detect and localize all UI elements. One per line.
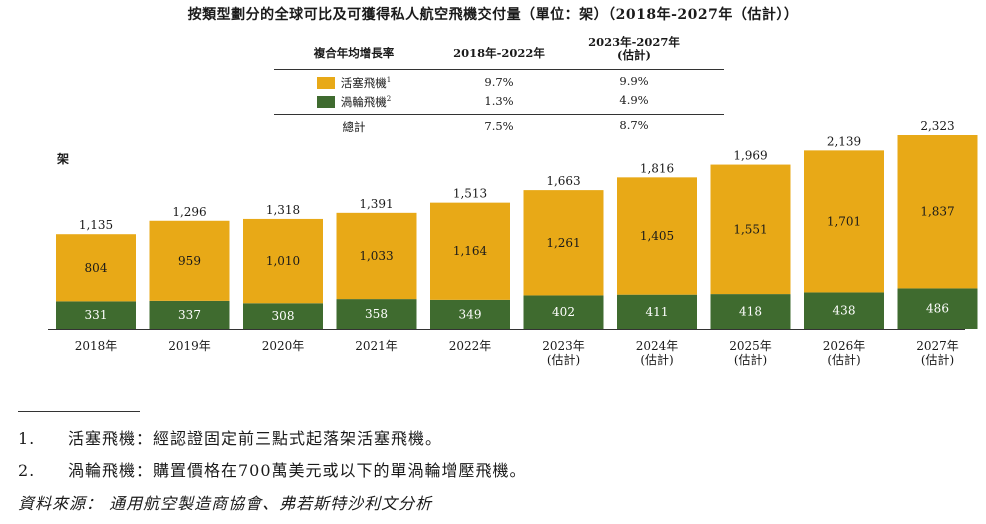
- x-tick-label: (估計): [734, 352, 767, 367]
- bar-piston-label: 1,164: [453, 244, 488, 258]
- cagr-row-piston: 活塞飛機1 9.7% 9.9%: [274, 75, 724, 93]
- x-tick-label: (估計): [640, 352, 673, 367]
- cagr-row-p2: 9.9%: [619, 74, 649, 88]
- bar-total-label: 1,296: [172, 205, 206, 219]
- cagr-row-label: 活塞飛機1: [274, 75, 434, 91]
- bar-piston: [149, 220, 230, 301]
- bar-piston: [56, 234, 136, 302]
- bar-piston-label: 1,405: [640, 229, 674, 243]
- cagr-row-turbo: 渦輪飛機2 1.3% 4.9%: [274, 94, 724, 112]
- bar-piston-label: 1,551: [733, 222, 767, 236]
- x-tick-label: 2023年: [542, 339, 585, 353]
- x-tick-label: 2027年: [916, 339, 959, 353]
- cagr-row-p2: 4.9%: [619, 93, 649, 107]
- bar-piston: [243, 218, 323, 304]
- bar-turbo-label: 349: [459, 307, 482, 321]
- cagr-total-label: 總計: [342, 120, 366, 134]
- bar-total-label: 1,391: [359, 197, 393, 211]
- x-tick-label: 2019年: [168, 339, 211, 353]
- x-tick-label: 2026年: [823, 339, 866, 353]
- bar-piston-label: 1,837: [920, 205, 954, 219]
- cagr-row-p1: 1.3%: [484, 94, 514, 108]
- x-tick-label: 2022年: [449, 339, 492, 353]
- footnote-text: 渦輪飛機：購置價格在700萬美元或以下的單渦輪增壓飛機。: [68, 461, 527, 480]
- bar-turbo-label: 486: [926, 302, 949, 316]
- bar-piston: [710, 164, 791, 295]
- cagr-header-row: 複合年均增長率 2018年-2022年 2023年-2027年 (估計): [274, 36, 724, 62]
- bar-total-label: 2,139: [827, 134, 861, 148]
- x-tick-label: 2018年: [75, 339, 118, 353]
- chart-title: 按類型劃分的全球可比及可獲得私人航空飛機交付量（單位：架）（2018年-2027…: [187, 7, 799, 23]
- x-tick-label: 2021年: [355, 339, 398, 353]
- cagr-row-total: 總計 7.5% 8.7%: [274, 119, 724, 137]
- x-tick-label: 2024年: [636, 339, 679, 353]
- bar-piston: [804, 150, 884, 293]
- bar-turbo: [710, 294, 791, 329]
- bar-turbo: [897, 288, 978, 329]
- x-tick-label: 2025年: [729, 339, 772, 353]
- bar-total-label: 1,135: [79, 218, 113, 232]
- y-unit-label: 架: [57, 152, 70, 166]
- notes-divider: [18, 411, 140, 412]
- bar-total-label: 1,969: [733, 149, 767, 163]
- cagr-header-label: 複合年均增長率: [313, 46, 395, 60]
- cagr-divider-bottom: [274, 114, 724, 115]
- x-tick-label: (估計): [547, 352, 580, 367]
- cagr-total-p2: 8.7%: [619, 118, 649, 132]
- bar-turbo: [617, 294, 697, 329]
- cagr-row-p1: 9.7%: [484, 75, 514, 89]
- bar-turbo-label: 331: [85, 308, 108, 322]
- bar-turbo: [430, 299, 510, 329]
- bar-turbo: [243, 303, 323, 329]
- cagr-header-period1: 2018年-2022年: [453, 46, 545, 60]
- bar-piston: [617, 177, 697, 295]
- bar-piston: [336, 212, 417, 300]
- cagr-header-period2-line1: 2023年-2027年: [588, 35, 680, 49]
- footnote-1: 1. 活塞飛機：經認證固定前三點式起落架活塞飛機。: [18, 425, 442, 449]
- footnote-text: 活塞飛機：經認證固定前三點式起落架活塞飛機。: [68, 429, 443, 448]
- bar-piston-label: 1,010: [266, 254, 300, 268]
- bar-piston: [897, 135, 978, 289]
- bar-turbo-label: 438: [833, 304, 856, 318]
- bar-piston-label: 804: [85, 261, 108, 275]
- cagr-row-label: 渦輪飛機2: [274, 94, 434, 110]
- bar-turbo-label: 308: [272, 309, 295, 323]
- bar-total-label: 1,663: [546, 174, 580, 188]
- cagr-header-period2-line2: (估計): [617, 48, 651, 62]
- piston-legend-swatch: [316, 77, 335, 89]
- bar-turbo-label: 337: [178, 308, 201, 322]
- bar-total-label: 1,513: [453, 187, 487, 201]
- bar-turbo-label: 411: [646, 305, 669, 319]
- bar-turbo: [804, 292, 884, 329]
- bar-turbo: [523, 295, 604, 329]
- bar-piston: [430, 202, 510, 300]
- bar-total-label: 1,816: [640, 161, 674, 175]
- bar-total-label: 1,318: [266, 203, 300, 217]
- bar-turbo-label: 402: [552, 305, 575, 319]
- bar-turbo-label: 358: [365, 307, 388, 321]
- footnote-2: 2. 渦輪飛機：購置價格在700萬美元或以下的單渦輪增壓飛機。: [18, 457, 527, 481]
- footnote-number: 1.: [18, 429, 36, 448]
- bar-piston-label: 1,701: [827, 214, 861, 228]
- bar-turbo-label: 418: [739, 305, 762, 319]
- bar-turbo: [336, 299, 417, 329]
- cagr-total-p1: 7.5%: [484, 119, 514, 133]
- x-tick-label: (估計): [827, 352, 860, 367]
- bar-total-label: 2,323: [920, 119, 954, 133]
- source-note: 資料來源： 通用航空製造商協會、弗若斯特沙利文分析: [18, 494, 433, 513]
- cagr-divider-top: [274, 69, 724, 70]
- x-tick-label: 2020年: [262, 339, 305, 353]
- bar-turbo: [149, 300, 230, 329]
- bar-piston-label: 1,033: [359, 249, 393, 263]
- x-tick-label: (估計): [921, 352, 954, 367]
- stacked-bar-chart: 331 804 1,135 2018年 337 959 1,296 2019年 308 1,010…: [48, 119, 978, 367]
- turbo-legend-swatch: [316, 96, 335, 108]
- bar-piston: [523, 190, 604, 296]
- cagr-header-period2: 2023年-2027年 (估計): [569, 36, 699, 62]
- footnote-number: 2.: [18, 461, 36, 480]
- bar-piston-label: 959: [178, 254, 201, 268]
- bar-piston-label: 1,261: [546, 236, 580, 250]
- bar-turbo: [56, 301, 136, 329]
